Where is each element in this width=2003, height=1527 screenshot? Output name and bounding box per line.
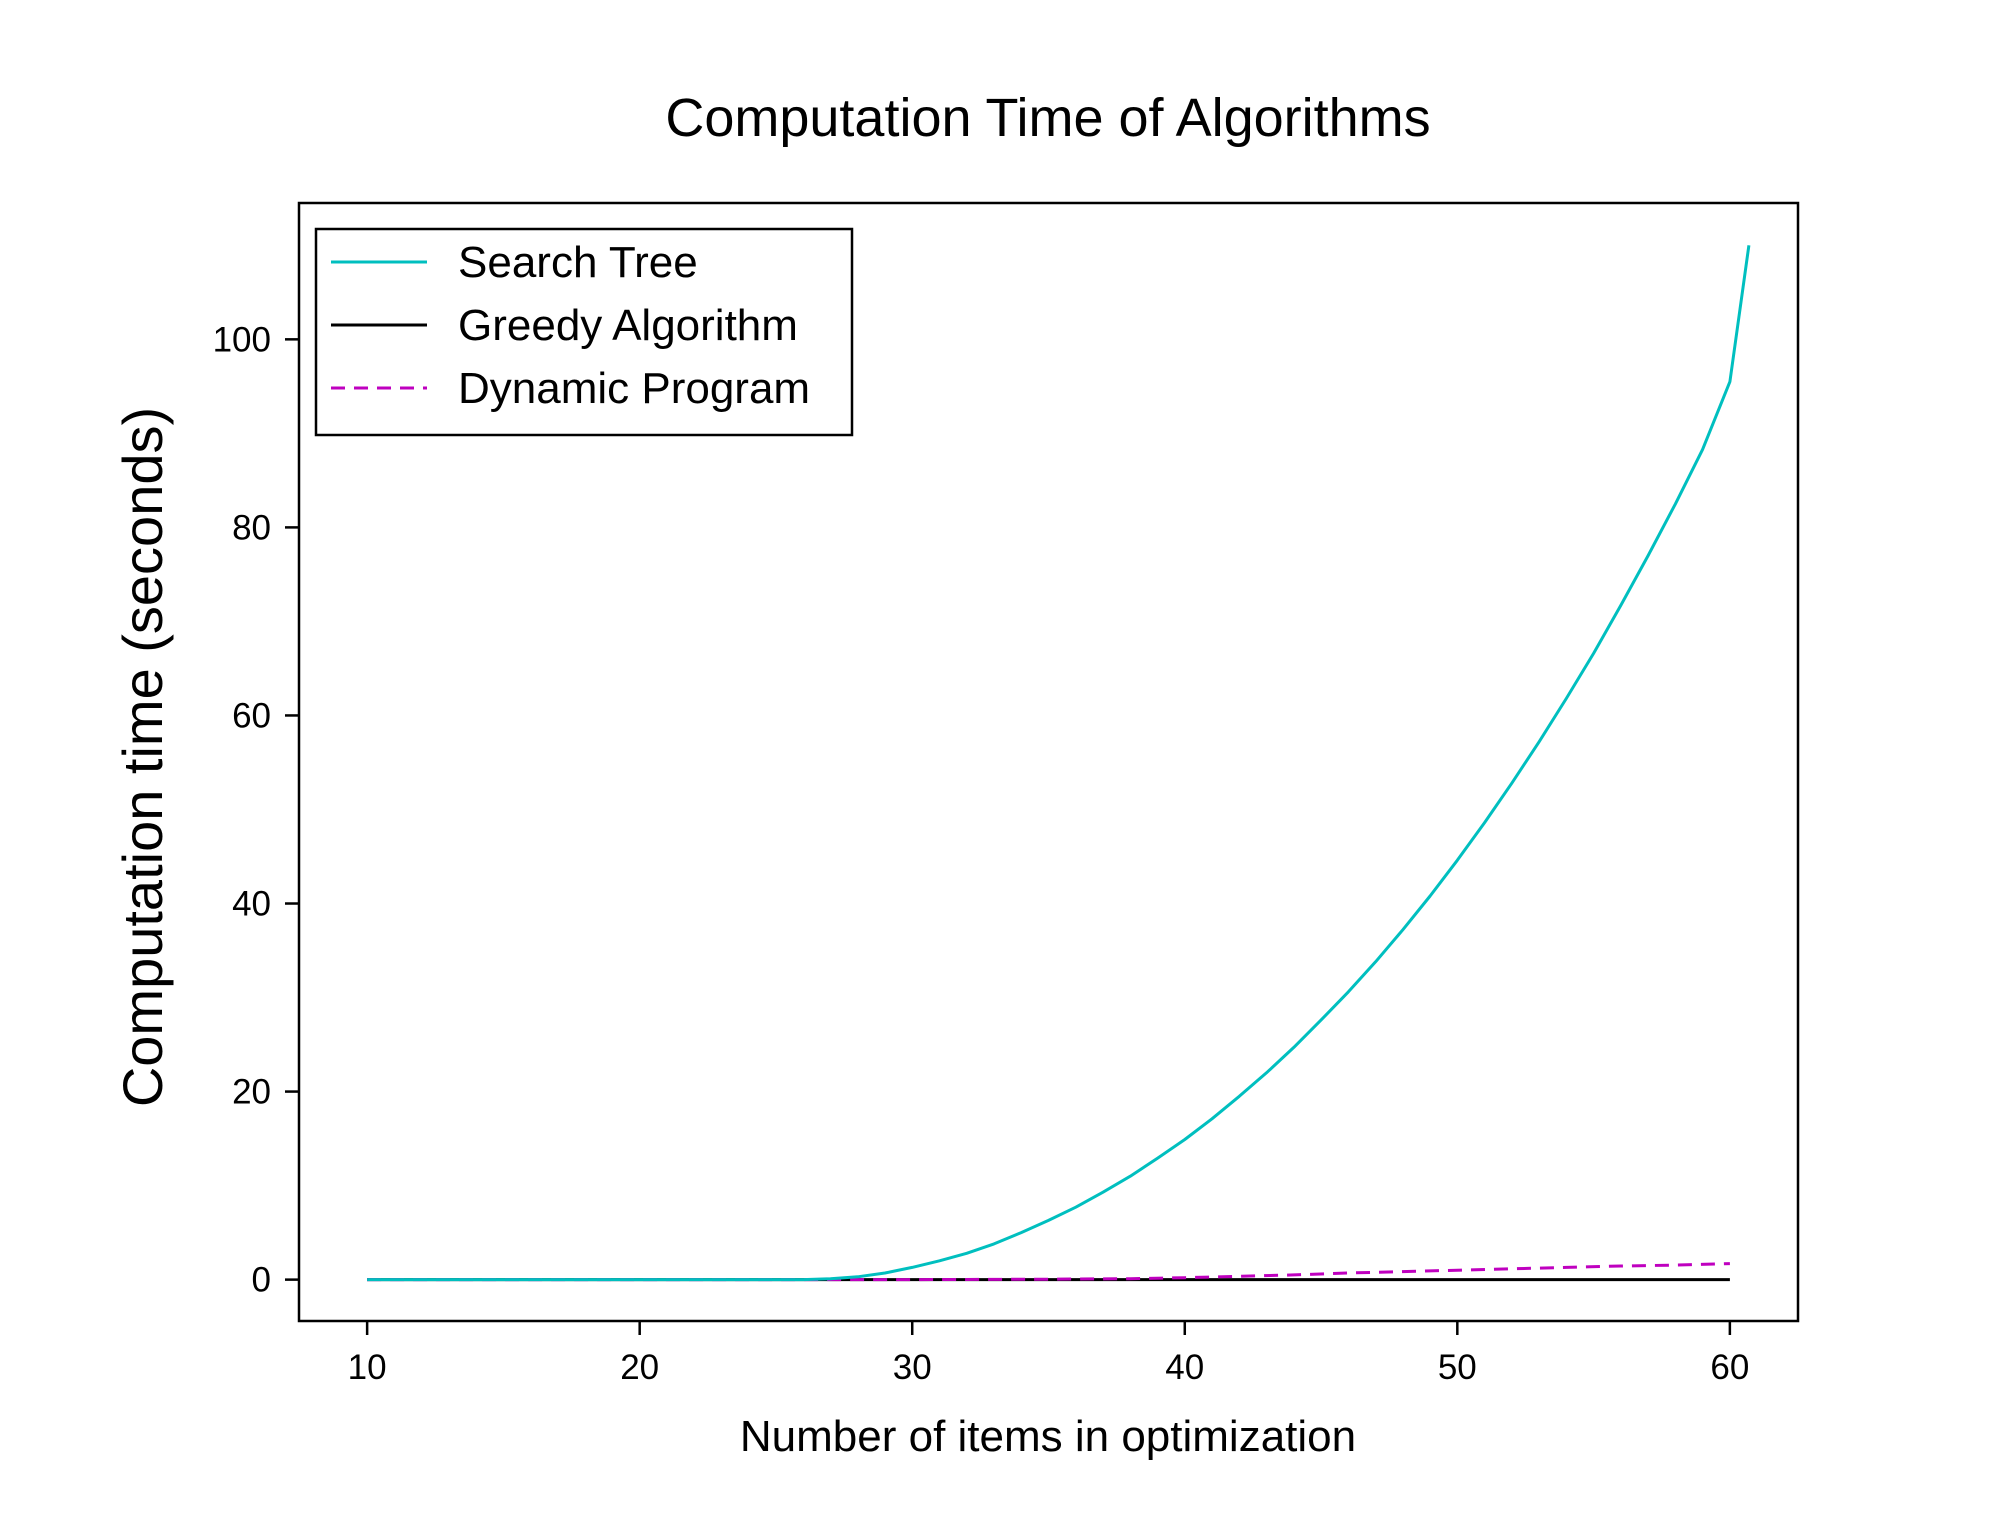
y-axis-label: Computation time (seconds)	[111, 407, 174, 1107]
legend-entries: Search Tree Greedy Algorithm Dynamic Progr…	[331, 238, 810, 413]
plot-frame	[297, 201, 1800, 1323]
y-tick-label: 20	[232, 1073, 271, 1112]
y-tick-label: 80	[232, 508, 271, 547]
x-tick-label: 30	[893, 1348, 932, 1387]
series-line-search-tree	[367, 245, 1751, 1282]
chart-title: Computation Time of Algorithms	[665, 88, 1430, 148]
series-line-dynamic-program	[367, 1262, 1730, 1282]
y-tick-label: 40	[232, 885, 271, 924]
legend: Search Tree Greedy Algorithm Dynamic Progr…	[314, 227, 854, 437]
legend-label: Search Tree	[458, 238, 698, 287]
x-axis-ticks: 10 20 30 40 50 60	[348, 1321, 1749, 1387]
y-tick-label: 0	[252, 1261, 271, 1300]
series-layer	[367, 245, 1751, 1282]
x-tick-label: 10	[348, 1348, 387, 1387]
x-tick-label: 20	[620, 1348, 659, 1387]
y-tick-label: 100	[213, 320, 271, 359]
y-tick-label: 60	[232, 696, 271, 735]
x-tick-label: 40	[1165, 1348, 1204, 1387]
legend-label: Greedy Algorithm	[458, 301, 798, 350]
y-axis-ticks: 0 20 40 60 80 100	[213, 320, 299, 1300]
x-tick-label: 60	[1710, 1348, 1749, 1387]
x-tick-label: 50	[1438, 1348, 1477, 1387]
x-axis-label: Number of items in optimization	[740, 1412, 1356, 1461]
legend-label: Dynamic Program	[458, 364, 810, 413]
